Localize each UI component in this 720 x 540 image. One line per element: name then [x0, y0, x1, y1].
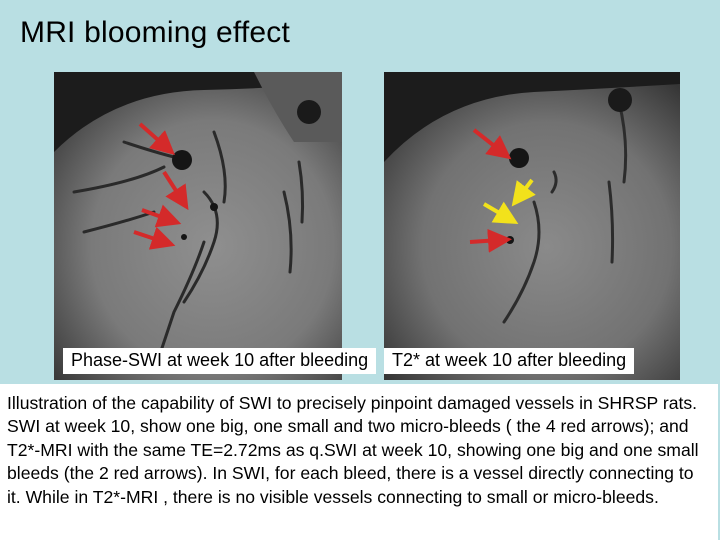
t2star-brain-scan	[384, 72, 680, 380]
description-text: Illustration of the capability of SWI to…	[0, 384, 718, 540]
slide-title: MRI blooming effect	[20, 16, 291, 49]
swi-mri-image: Phase-SWI at week 10 after bleeding	[54, 72, 377, 380]
red-arrow	[469, 228, 512, 253]
brain-tissue	[54, 82, 342, 380]
big-bleed	[509, 148, 529, 168]
yellow-arrow	[511, 178, 536, 207]
swi-brain-scan	[54, 72, 342, 380]
red-arrow	[133, 226, 176, 250]
swi-caption: Phase-SWI at week 10 after bleeding	[63, 348, 377, 374]
big-bleed	[172, 150, 192, 170]
red-arrow	[141, 204, 182, 228]
red-arrow	[138, 122, 175, 155]
t2star-caption: T2* at week 10 after bleeding	[384, 348, 635, 374]
red-arrow	[162, 170, 189, 211]
red-arrow	[472, 128, 512, 160]
yellow-arrow	[482, 201, 519, 225]
brain-tissue	[384, 84, 680, 380]
t2star-mri-image: T2* at week 10 after bleeding	[384, 72, 680, 380]
